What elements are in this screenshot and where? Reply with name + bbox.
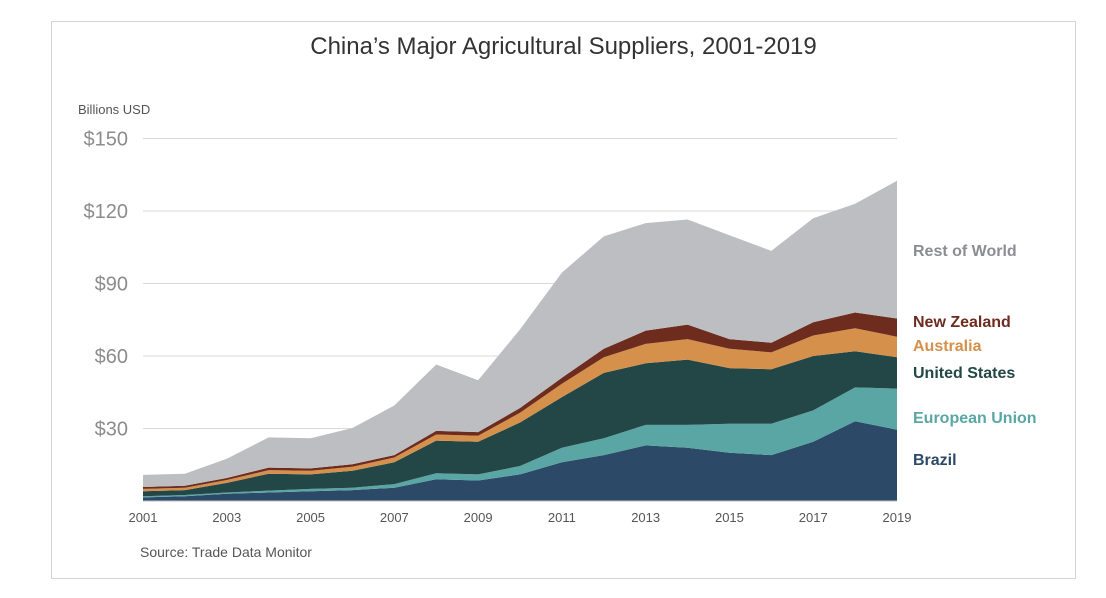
legend-label-united-states: United States	[913, 365, 1016, 382]
series-areas	[143, 180, 897, 501]
x-tick-label: 2011	[548, 510, 576, 525]
chart-title: China’s Major Agricultural Suppliers, 20…	[310, 33, 817, 60]
legend-label-australia: Australia	[913, 338, 982, 355]
x-tick-label: 2013	[631, 510, 660, 525]
y-axis-label: Billions USD	[78, 102, 150, 117]
series-area-united-states	[143, 351, 897, 497]
legend-label-rest-of-world: Rest of World	[913, 243, 1017, 260]
x-tick-label: 2007	[380, 510, 409, 525]
x-tick-label: 2019	[883, 510, 912, 525]
x-axis-tick-labels: 2001 2003 2005 2007 2009 2011 2013 2015 2017 2019	[129, 510, 912, 525]
y-tick-label: $30	[95, 419, 128, 441]
y-tick-label: $90	[95, 274, 128, 296]
x-tick-label: 2017	[799, 510, 828, 525]
y-axis-tick-labels: $30 $60 $90 $120 $150	[84, 129, 129, 441]
series-area-brazil	[143, 421, 897, 501]
source-note: Source: Trade Data Monitor	[140, 544, 312, 560]
y-tick-label: $60	[95, 346, 128, 368]
legend-label-new-zealand: New Zealand	[913, 314, 1011, 331]
y-tick-label: $150	[84, 129, 129, 151]
series-area-rest-of-world	[143, 180, 897, 488]
series-area-australia	[143, 328, 897, 492]
series-area-new-zealand	[143, 312, 897, 489]
x-tick-label: 2003	[212, 510, 241, 525]
series-area-european-union	[143, 387, 897, 498]
x-tick-label: 2005	[296, 510, 325, 525]
x-tick-label: 2009	[464, 510, 493, 525]
legend-label-european-union: European Union	[913, 410, 1037, 427]
x-tick-label: 2015	[715, 510, 744, 525]
x-tick-label: 2001	[129, 510, 158, 525]
legend-label-brazil: Brazil	[913, 452, 957, 469]
y-tick-label: $120	[84, 201, 129, 223]
